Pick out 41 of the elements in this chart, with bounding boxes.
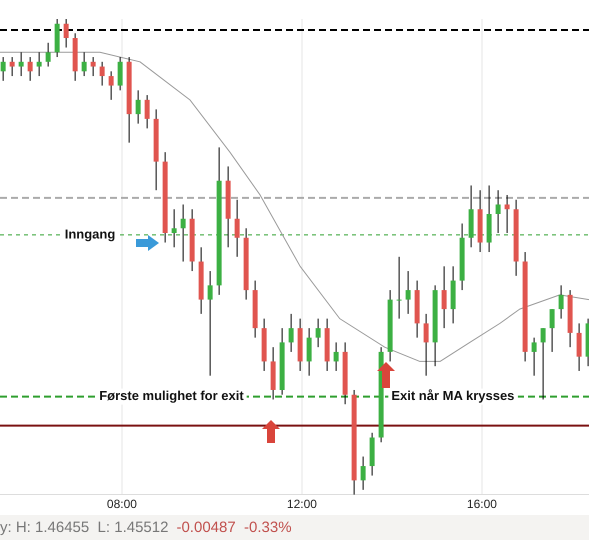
candlestick bbox=[442, 266, 447, 329]
candlestick bbox=[504, 194, 510, 234]
candlestick bbox=[532, 337, 537, 376]
candlestick bbox=[396, 256, 402, 320]
annotation: Exit når MA krysses bbox=[391, 388, 514, 404]
candlestick bbox=[540, 328, 546, 400]
candlestick bbox=[118, 56, 123, 91]
candlestick bbox=[10, 56, 15, 77]
candlestick bbox=[334, 342, 339, 372]
candlestick bbox=[316, 318, 321, 348]
candlestick bbox=[108, 70, 114, 100]
candlestick bbox=[288, 313, 294, 352]
candlestick bbox=[496, 190, 501, 234]
candlestick bbox=[144, 94, 150, 129]
annotation: Inngang bbox=[64, 226, 116, 242]
candlestick bbox=[406, 270, 411, 314]
x-tick-label: 16:00 bbox=[466, 497, 498, 512]
candlestick bbox=[576, 322, 582, 372]
candlestick bbox=[0, 56, 6, 82]
candlestick bbox=[180, 204, 186, 262]
candlestick bbox=[558, 284, 564, 320]
text: -0.00487 -0.33% bbox=[176, 519, 292, 536]
text: y: H: 1.46455 L: 1.45512 bbox=[0, 519, 168, 536]
candlestick bbox=[90, 56, 96, 77]
candlestick bbox=[36, 52, 42, 77]
candlestick bbox=[82, 52, 87, 77]
candlestick bbox=[18, 52, 24, 77]
candlestick bbox=[136, 90, 141, 124]
candlestick bbox=[172, 208, 177, 248]
candlestick bbox=[360, 456, 366, 490]
x-tick-label: 12:00 bbox=[286, 497, 318, 512]
candlestick bbox=[234, 199, 240, 258]
annotation: Første mulighet for exit bbox=[99, 388, 244, 404]
candlestick bbox=[306, 328, 312, 376]
x-tick-label: 08:00 bbox=[106, 497, 138, 512]
candlestick bbox=[100, 61, 105, 86]
candlestick bbox=[28, 56, 33, 82]
candlestick bbox=[46, 42, 51, 68]
candlestick bbox=[208, 270, 213, 376]
candlestick bbox=[550, 308, 555, 352]
candlestick bbox=[424, 313, 429, 376]
